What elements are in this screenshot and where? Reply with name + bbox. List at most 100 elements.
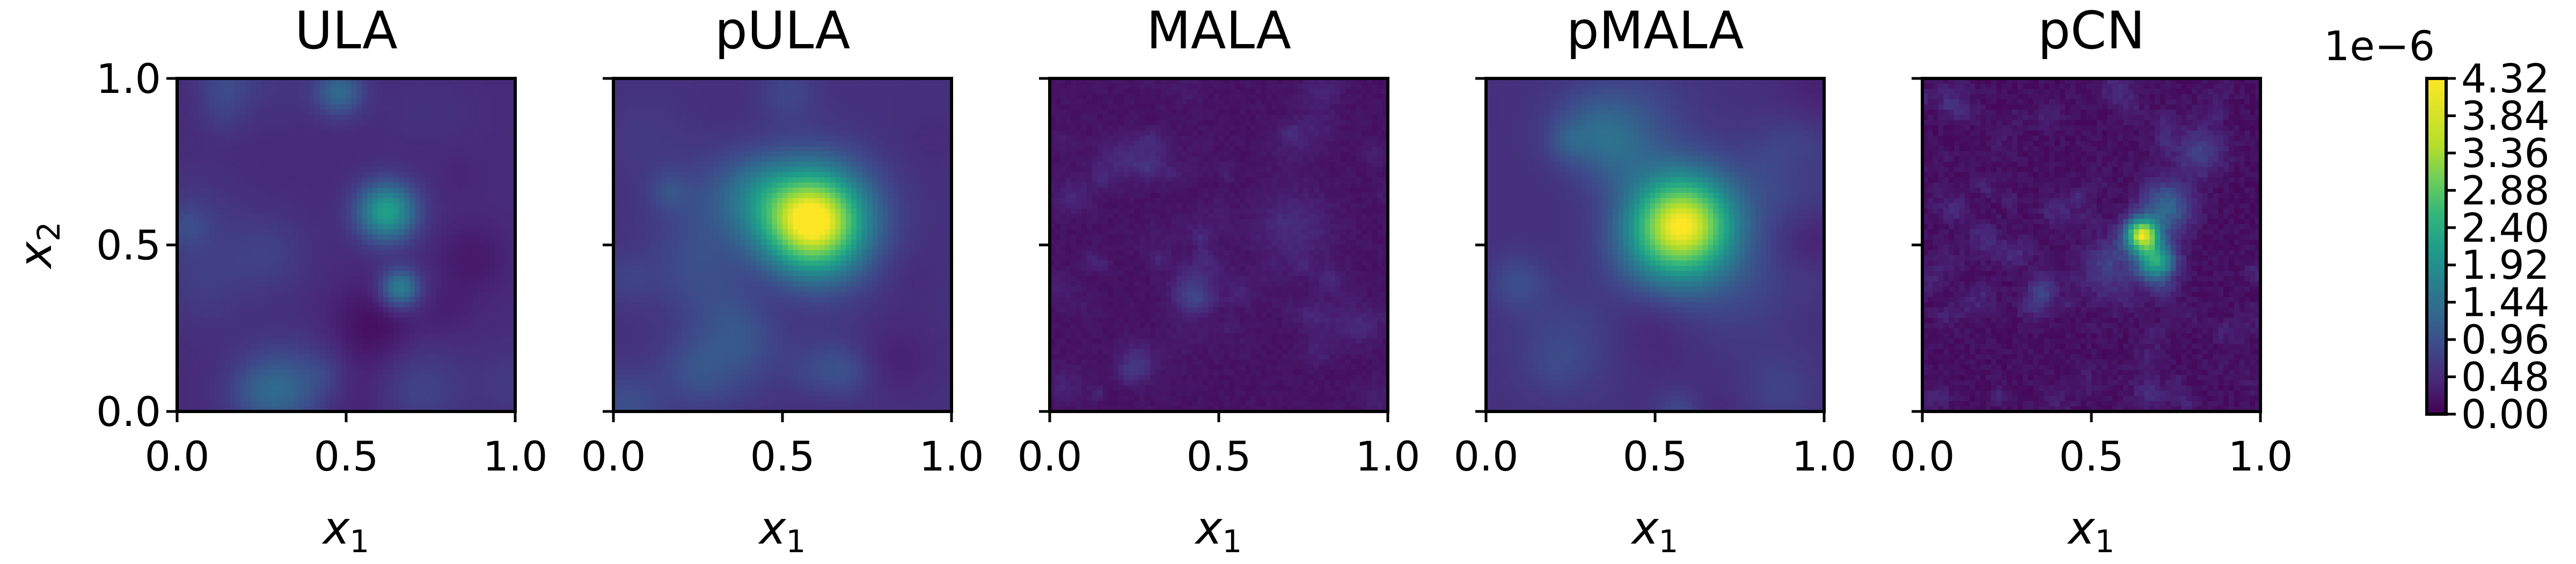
heat-cell [510,281,516,287]
heat-cell [230,198,236,204]
heat-cell [888,130,894,136]
heat-cell [235,391,241,396]
heat-cell [766,89,772,95]
heat-cell [346,385,352,391]
heat-cell [304,380,310,386]
heat-cell [399,297,405,303]
heat-cell [462,265,468,272]
heat-cell [935,125,941,131]
heat-cell [356,370,363,375]
heat-cell [214,198,220,204]
heat-cell [698,78,704,84]
heat-cell [425,391,431,396]
heat-cell [314,364,320,371]
heat-cell [319,125,326,131]
heat-cell [383,146,389,152]
heat-cell [378,349,384,355]
heat-cell [224,203,231,209]
heat-cell [867,94,873,100]
heat-cell [251,401,257,407]
heat-cell [261,146,267,152]
heat-cell [182,130,188,136]
heat-cell [420,172,426,178]
heat-cell [182,203,188,209]
heat-cell [341,110,347,115]
heat-cell [425,328,431,334]
heat-cell [414,203,421,209]
heat-cell [198,354,204,360]
heat-cell [430,177,436,183]
heat-cell [378,328,384,334]
heat-cell [372,167,378,172]
heat-cell [314,302,320,308]
heat-cell [319,265,326,272]
heat-cell [230,229,236,235]
heat-cell [409,94,415,100]
heat-cell [510,391,516,396]
heat-cell [251,370,257,375]
heat-cell [230,349,236,355]
heat-cell [478,297,484,303]
heat-cell [319,99,326,105]
heat-cell [883,83,889,89]
heat-cell [367,401,373,407]
heat-cell [436,198,442,204]
heat-cell [494,120,500,126]
heat-cell [383,229,389,235]
heat-cell [430,250,436,256]
heat-cell [341,135,347,141]
heat-cell [372,94,378,100]
heat-cell [314,177,320,183]
heat-cell [420,375,426,381]
heat-cell [613,120,619,126]
heat-cell [245,250,252,256]
heat-cell [803,130,809,136]
heat-cell [893,110,899,115]
heat-cell [824,78,831,84]
heat-cell [335,120,341,126]
heat-cell [414,135,421,141]
heat-cell [809,78,815,84]
heat-cell [182,156,188,162]
heat-cell [399,375,405,381]
heat-cell [483,240,489,245]
heat-cell [367,193,373,199]
heat-cell [388,110,394,115]
x-axis-label: x1 [321,502,370,560]
heat-cell [277,276,283,282]
heat-cell [494,177,500,183]
heat-cell [245,344,252,350]
heat-cell [362,114,368,121]
heat-cell [499,135,505,141]
heat-cell [629,141,635,147]
heat-cell [224,359,231,365]
heat-cell [298,261,304,266]
heat-cell [240,99,246,105]
heat-cell [325,344,331,350]
heat-cell [261,224,267,230]
heat-cell [745,104,751,110]
heat-cell [640,120,646,126]
heat-cell [288,177,294,183]
heat-cell [399,78,405,84]
heat-cell [230,344,236,350]
heat-cell [198,359,204,365]
heat-cell [904,94,910,100]
heat-cell [325,198,331,204]
heat-cell [504,240,510,245]
heat-cell [851,99,857,105]
heat-cell [314,240,320,245]
heat-cell [457,271,463,277]
heat-cell [499,198,505,204]
heat-cell [404,141,410,147]
heat-cell [230,370,236,375]
heat-cell [872,146,878,152]
heat-cell [719,125,725,131]
heat-cell [409,141,415,147]
heat-cell [177,89,183,95]
heat-cell [399,219,405,225]
heat-cell [177,255,183,261]
heat-cell [430,99,436,105]
heat-cell [240,380,246,386]
heat-cell [404,203,410,209]
